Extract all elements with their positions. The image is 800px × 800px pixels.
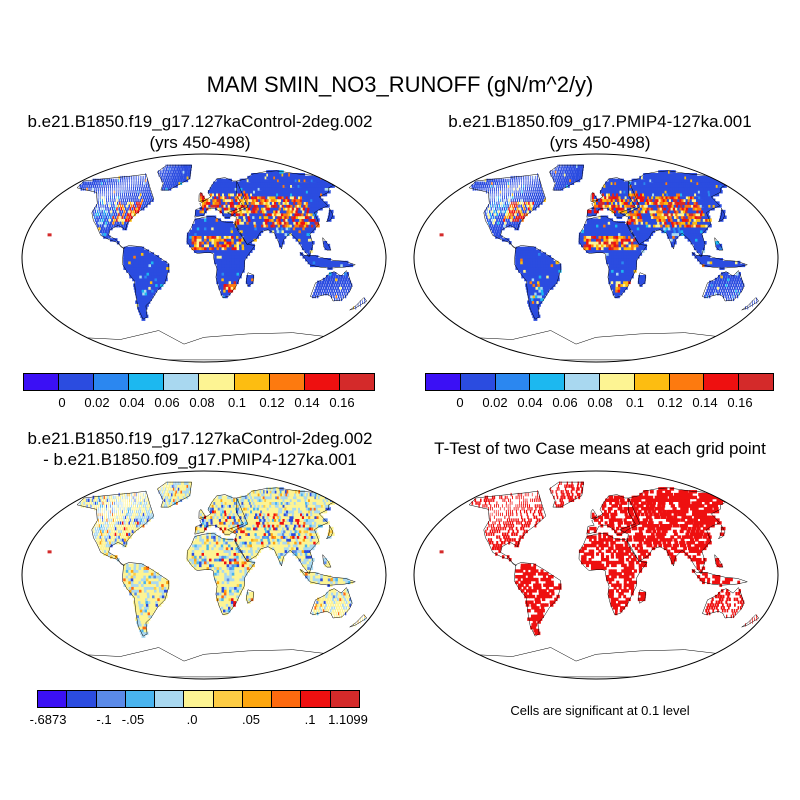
colorbar-swatch <box>704 374 740 390</box>
panel2-title-line2: (yrs 450-498) <box>549 133 651 152</box>
colorbar-pmip4-tick-label: 0.14 <box>692 395 718 410</box>
colorbar-difference <box>37 690 360 708</box>
colorbar-swatch <box>339 374 374 390</box>
colorbar-pmip4-tick-label: 0.04 <box>517 395 543 410</box>
colorbar-difference-tick-label: .1 <box>304 712 316 727</box>
panel1-title-line1: b.e21.B1850.f19_g17.127kaControl-2deg.00… <box>27 112 373 131</box>
map-border <box>413 153 779 363</box>
colorbar-pmip4-tick-label: 0.08 <box>587 395 613 410</box>
panel2-title: b.e21.B1850.f09_g17.PMIP4-127ka.001 (yrs… <box>400 111 800 153</box>
map-difference <box>21 470 387 680</box>
colorbar-pmip4-tick-label: 0.1 <box>625 395 645 410</box>
colorbar-difference-tick-label: -.6873 <box>29 712 67 727</box>
panel2-title-line1: b.e21.B1850.f09_g17.PMIP4-127ka.001 <box>448 112 752 131</box>
main-title: MAM SMIN_NO3_RUNOFF (gN/m^2/y) <box>206 72 594 97</box>
colorbar-control-tick-label: 0.1 <box>227 395 247 410</box>
colorbar-swatch <box>38 691 68 707</box>
colorbar-control-tick-label: 0.14 <box>294 395 320 410</box>
map-pmip4 <box>413 153 779 363</box>
colorbar-swatch <box>24 374 60 390</box>
colorbar-swatch <box>59 374 95 390</box>
colorbar-swatch <box>599 374 635 390</box>
colorbar-swatch <box>565 374 600 390</box>
colorbar-control <box>23 373 375 391</box>
colorbar-pmip4-tick-label: 0.12 <box>657 395 683 410</box>
panel3-title-line1: b.e21.B1850.f19_g17.127kaControl-2deg.00… <box>27 429 373 448</box>
colorbar-swatch <box>164 374 200 390</box>
panel1-title: b.e21.B1850.f19_g17.127kaControl-2deg.00… <box>0 111 400 153</box>
colorbar-pmip4 <box>425 373 774 391</box>
panel4-title-line1: T-Test of two Case means at each grid po… <box>434 439 766 458</box>
colorbar-swatch <box>669 374 705 390</box>
colorbar-pmip4-tick-label: 0.16 <box>727 395 753 410</box>
colorbar-control-tick-label: 0.12 <box>259 395 285 410</box>
map-ttest <box>413 470 779 680</box>
colorbar-swatch <box>94 374 130 390</box>
colorbar-swatch <box>155 691 185 707</box>
colorbar-swatch <box>739 374 773 390</box>
colorbar-difference-tick-label: 1.1099 <box>328 712 368 727</box>
map-grid-cells <box>471 164 758 321</box>
colorbar-control-tick-label: 0.02 <box>84 395 110 410</box>
colorbar-swatch <box>213 691 243 707</box>
map-border <box>413 470 779 680</box>
colorbar-swatch <box>269 374 305 390</box>
map-control <box>21 153 387 363</box>
colorbar-swatch <box>125 691 156 707</box>
significance-note: Cells are significant at 0.1 level <box>510 703 690 718</box>
colorbar-control-tick-label: 0.16 <box>329 395 355 410</box>
colorbar-swatch <box>304 374 340 390</box>
colorbar-pmip4-tick-label: 0 <box>456 395 464 410</box>
map-border <box>21 153 387 363</box>
colorbar-swatch <box>234 374 270 390</box>
colorbar-control-tick-label: 0.06 <box>154 395 180 410</box>
colorbar-control-tick-label: 0.04 <box>119 395 145 410</box>
panel4-title: T-Test of two Case means at each grid po… <box>400 438 800 459</box>
panel1-title-line2: (yrs 450-498) <box>149 133 251 152</box>
colorbar-swatch <box>634 374 670 390</box>
colorbar-swatch <box>96 691 126 707</box>
colorbar-swatch <box>184 691 214 707</box>
colorbar-swatch <box>426 374 461 390</box>
colorbar-swatch <box>242 691 273 707</box>
colorbar-pmip4-tick-label: 0.02 <box>482 395 508 410</box>
colorbar-pmip4-tick-label: 0.06 <box>552 395 578 410</box>
colorbar-difference-tick-label: -.05 <box>121 712 145 727</box>
colorbar-swatch <box>67 691 97 707</box>
colorbar-control-tick-label: 0.08 <box>189 395 215 410</box>
colorbar-swatch <box>301 691 331 707</box>
colorbar-swatch <box>460 374 496 390</box>
map-grid-cells <box>471 481 758 636</box>
colorbar-swatch <box>330 691 359 707</box>
colorbar-swatch <box>495 374 531 390</box>
colorbar-swatch <box>129 374 165 390</box>
colorbar-swatch <box>530 374 566 390</box>
map-border <box>21 470 387 680</box>
colorbar-swatch <box>272 691 302 707</box>
panel3-title-line2: - b.e21.B1850.f09_g17.PMIP4-127ka.001 <box>43 450 357 469</box>
colorbar-swatch <box>199 374 235 390</box>
colorbar-difference-tick-label: .05 <box>241 712 261 727</box>
colorbar-control-tick-label: 0 <box>58 395 66 410</box>
colorbar-difference-tick-label: .0 <box>186 712 198 727</box>
colorbar-difference-tick-label: -.1 <box>96 712 112 727</box>
panel3-title: b.e21.B1850.f19_g17.127kaControl-2deg.00… <box>0 428 400 470</box>
